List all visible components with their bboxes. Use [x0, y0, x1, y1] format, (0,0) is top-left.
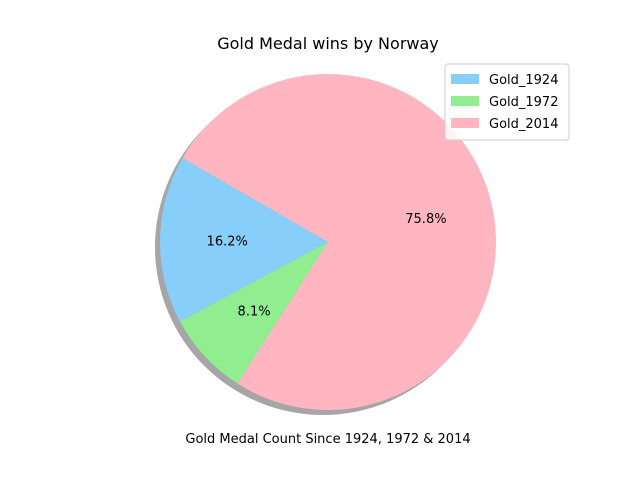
legend: Gold_1924 Gold_1972 Gold_2014	[444, 63, 570, 141]
legend-swatch	[451, 74, 479, 84]
pie-slice-gold-1924	[160, 158, 328, 322]
pie-slices	[160, 73, 497, 410]
pie-slice-gold-1972	[180, 242, 328, 384]
pie-percent-label: 16.2%	[207, 234, 248, 249]
pie-slice-gold-2014	[182, 73, 497, 410]
x-axis-label: Gold Medal Count Since 1924, 1972 & 2014	[185, 432, 470, 447]
pie-percent-label: 75.8%	[405, 212, 446, 227]
pie-percent-labels: 16.2% 8.1% 75.8%	[207, 212, 447, 319]
legend-label: Gold_1972	[489, 95, 558, 110]
chart-title: Gold Medal wins by Norway	[217, 34, 439, 53]
legend-swatch	[451, 96, 479, 106]
legend-swatch	[451, 118, 479, 128]
pie-percent-label: 8.1%	[238, 305, 271, 320]
legend-label: Gold_1924	[489, 73, 558, 88]
legend-label: Gold_2014	[489, 117, 558, 132]
